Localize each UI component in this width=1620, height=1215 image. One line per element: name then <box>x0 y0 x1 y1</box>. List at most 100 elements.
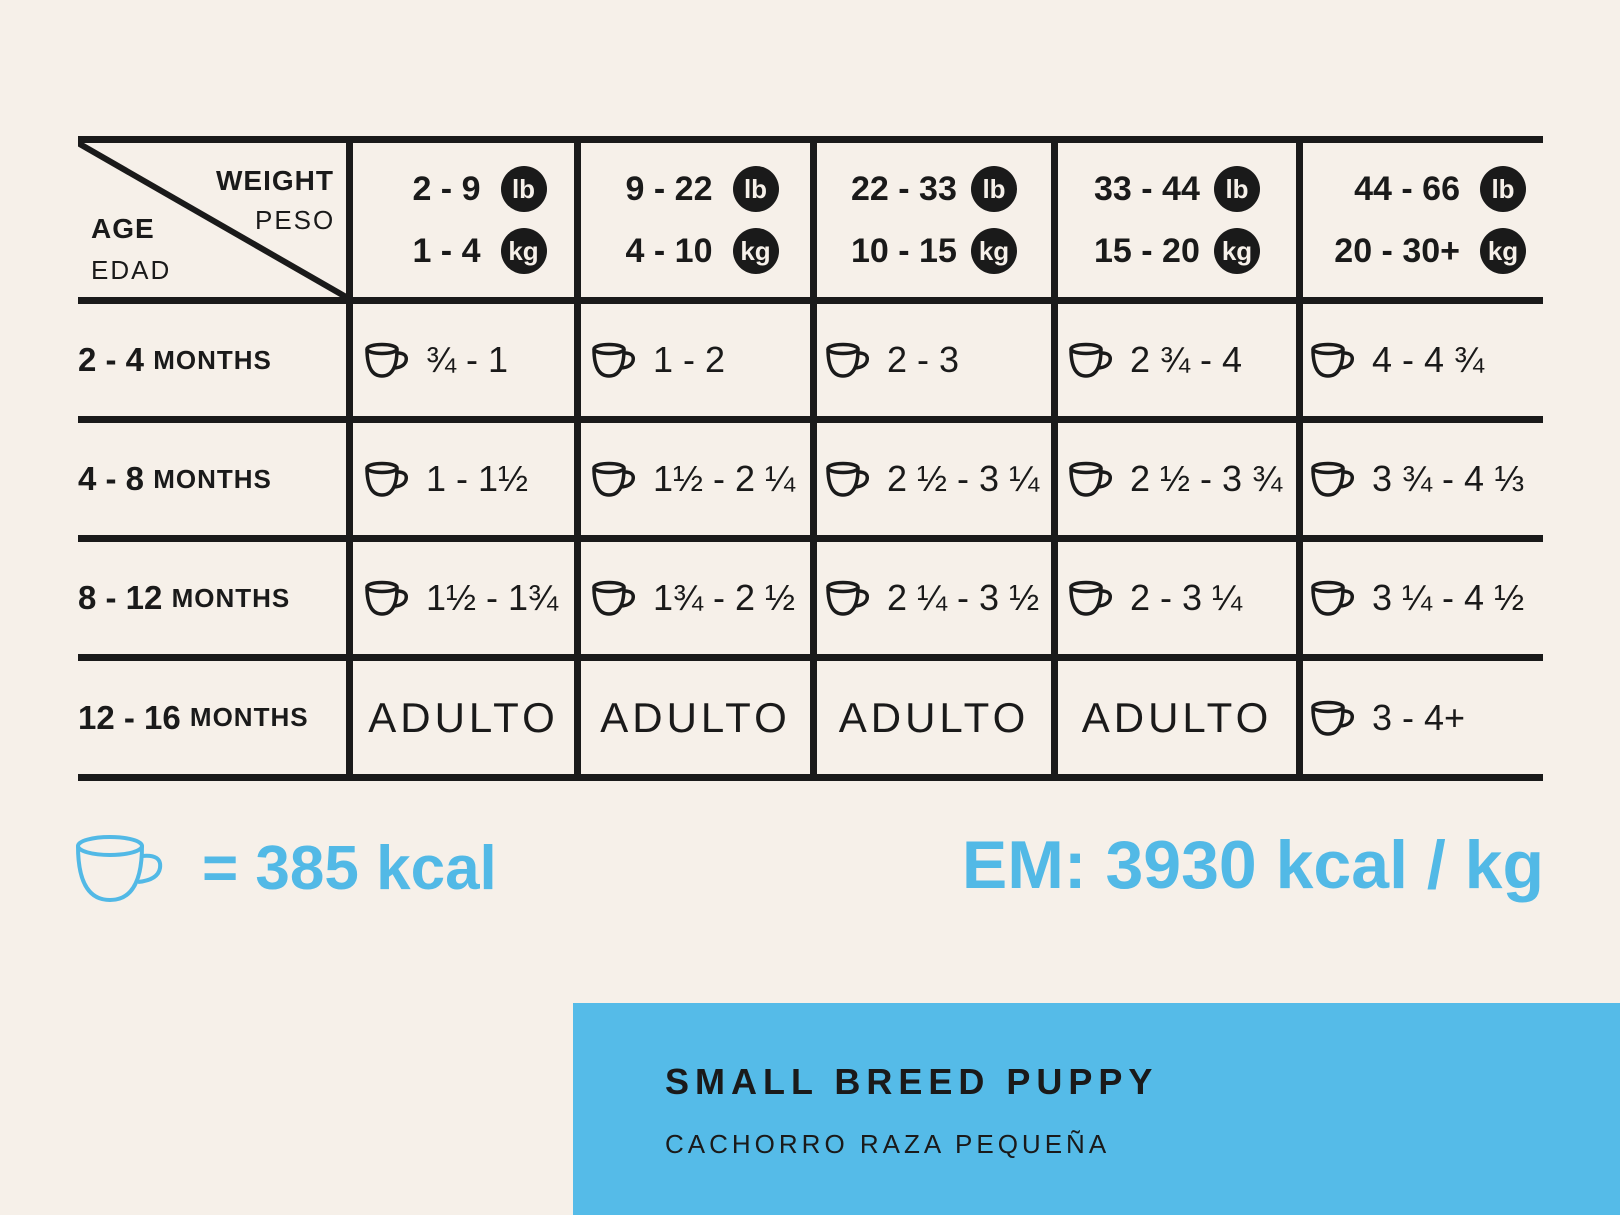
lb-badge: lb <box>971 166 1017 212</box>
edad-label: EDAD <box>91 255 172 285</box>
age-row-label: 8 - 12 MONTHS <box>78 542 346 654</box>
diagonal-divider <box>78 143 346 297</box>
cup-icon <box>592 461 636 497</box>
portion-value: 2 ½ - 3 ¼ <box>887 458 1040 499</box>
adult-cell: ADULTO <box>353 661 574 774</box>
portion-value: 2 ¾ - 4 <box>1130 339 1243 380</box>
portion-cell: 1 - 1½ <box>364 423 574 535</box>
weight-lb: 33 - 44 <box>1094 169 1200 208</box>
table-divider <box>1051 140 1058 778</box>
portion-cell: 2 - 3 ¼ <box>1068 542 1296 654</box>
weight-kg: 15 - 20 <box>1094 231 1200 270</box>
cup-icon <box>365 461 409 497</box>
cup-icon <box>1311 700 1355 736</box>
portion-value: ¾ - 1 <box>426 339 509 380</box>
cup-icon <box>76 835 163 903</box>
age-range: 8 - 12 <box>78 579 163 616</box>
portion-cell: 3 - 4+ <box>1310 661 1543 774</box>
cup-icon <box>826 580 870 616</box>
age-row-label: 2 - 4 MONTHS <box>78 304 346 416</box>
metabolizable-energy: EM: 3930 kcal / kg <box>961 827 1544 903</box>
cup-icon <box>592 342 636 378</box>
weight-lb: 44 - 66 <box>1354 169 1460 208</box>
table-divider <box>346 140 353 778</box>
adult-label: ADULTO <box>838 693 1030 741</box>
adult-cell: ADULTO <box>581 661 810 774</box>
table-divider <box>574 140 581 778</box>
age-unit: MONTHS <box>153 344 272 375</box>
portion-value: 3 ¼ - 4 ½ <box>1372 577 1525 618</box>
adult-cell: ADULTO <box>1058 661 1296 774</box>
age-range: 2 - 4 <box>78 341 145 378</box>
age-row-label: 4 - 8 MONTHS <box>78 423 346 535</box>
portion-value: 1½ - 1¾ <box>426 577 559 618</box>
lb-badge: lb <box>1480 166 1526 212</box>
age-row-label: 12 - 16 MONTHS <box>78 661 346 774</box>
cup-icon <box>1069 461 1113 497</box>
portion-cell: 2 ½ - 3 ¾ <box>1068 423 1296 535</box>
portion-value: 1¾ - 2 ½ <box>653 577 796 618</box>
portion-value: 3 - 4+ <box>1372 696 1466 738</box>
cup-kcal: = 385 kcal <box>202 833 497 903</box>
age-unit: MONTHS <box>171 582 291 613</box>
cup-icon <box>365 342 409 378</box>
kg-badge: kg <box>500 228 547 274</box>
feeding-table: WEIGHT PESO AGE EDAD 2 - 9 lb 1 - 4 kg 9 -… <box>78 136 1543 782</box>
cup-icon <box>1311 342 1355 378</box>
weight-header-5: 44 - 66 lb 20 - 30+ kg <box>1303 143 1543 297</box>
portion-value: 1 - 1½ <box>426 458 529 499</box>
product-banner: SMALL BREED PUPPY CACHORRO RAZA PEQUEÑA <box>573 1003 1620 1215</box>
table-divider <box>810 140 817 778</box>
weight-lb: 2 - 9 <box>412 169 481 208</box>
kg-badge: kg <box>1214 228 1260 274</box>
weight-kg: 10 - 15 <box>851 231 957 270</box>
lb-badge: lb <box>732 166 779 212</box>
portion-value: 2 ½ - 3 ¾ <box>1130 458 1283 499</box>
portion-cell: 1¾ - 2 ½ <box>591 542 810 654</box>
table-rule <box>78 136 1543 143</box>
portion-cell: 2 ½ - 3 ¼ <box>825 423 1051 535</box>
adult-label: ADULTO <box>600 693 791 741</box>
kg-badge: kg <box>971 228 1017 274</box>
portion-cell: 3 ¼ - 4 ½ <box>1310 542 1543 654</box>
cup-icon <box>1311 580 1355 616</box>
portion-cell: 2 ¾ - 4 <box>1068 304 1296 416</box>
portion-cell: ¾ - 1 <box>364 304 574 416</box>
cup-icon <box>1311 461 1355 497</box>
weight-label: WEIGHT <box>216 165 334 196</box>
table-divider <box>1296 140 1303 778</box>
portion-value: 1½ - 2 ¼ <box>653 458 796 499</box>
portion-cell: 2 ¼ - 3 ½ <box>825 542 1051 654</box>
kg-badge: kg <box>732 228 779 274</box>
cup-icon <box>592 580 636 616</box>
portion-value: 2 - 3 <box>887 339 960 380</box>
portion-cell: 1½ - 2 ¼ <box>591 423 810 535</box>
weight-header-4: 33 - 44 lb 15 - 20 kg <box>1058 143 1296 297</box>
weight-lb: 9 - 22 <box>625 169 713 208</box>
cup-icon <box>365 580 409 616</box>
lb-badge: lb <box>1214 166 1260 212</box>
cup-icon <box>1069 342 1113 378</box>
portion-value: 2 ¼ - 3 ½ <box>887 577 1040 618</box>
peso-label: PESO <box>255 205 336 235</box>
portion-cell: 3 ¾ - 4 ⅓ <box>1310 423 1543 535</box>
header-corner: WEIGHT PESO AGE EDAD <box>78 143 346 297</box>
age-unit: MONTHS <box>153 463 272 494</box>
portion-value: 2 - 3 ¼ <box>1130 577 1243 618</box>
lb-badge: lb <box>500 166 547 212</box>
cup-legend: = 385 kcal <box>74 832 497 904</box>
portion-cell: 4 - 4 ¾ <box>1310 304 1543 416</box>
portion-value: 4 - 4 ¾ <box>1372 339 1485 380</box>
portion-cell: 2 - 3 <box>825 304 1051 416</box>
age-range: 12 - 16 <box>78 698 181 736</box>
age-unit: MONTHS <box>189 702 309 732</box>
weight-kg: 4 - 10 <box>625 231 713 270</box>
cup-icon <box>1069 580 1113 616</box>
product-subtitle: CACHORRO RAZA PEQUEÑA <box>665 1129 1111 1159</box>
portion-cell: 1 - 2 <box>591 304 810 416</box>
cup-icon <box>826 342 870 378</box>
adult-cell: ADULTO <box>817 661 1051 774</box>
portion-cell: 1½ - 1¾ <box>364 542 574 654</box>
age-range: 4 - 8 <box>78 460 145 497</box>
weight-kg: 1 - 4 <box>412 231 481 270</box>
